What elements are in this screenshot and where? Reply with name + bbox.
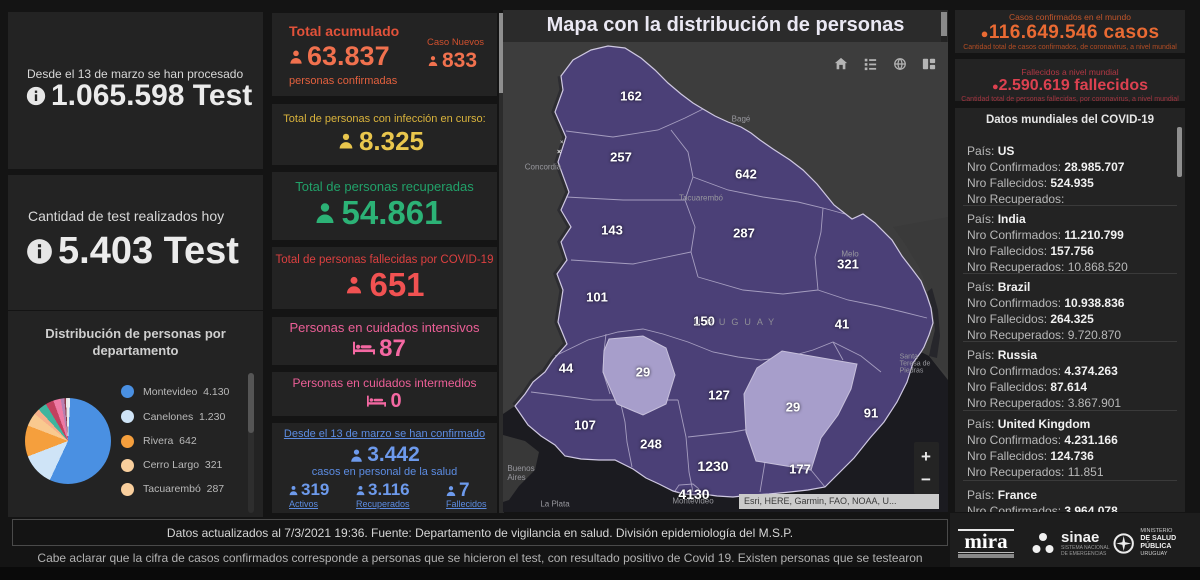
svg-text:−: − (921, 470, 931, 489)
svg-text:+: + (921, 447, 931, 466)
svg-text:×: × (557, 149, 561, 156)
svg-text:×: × (560, 140, 564, 146)
